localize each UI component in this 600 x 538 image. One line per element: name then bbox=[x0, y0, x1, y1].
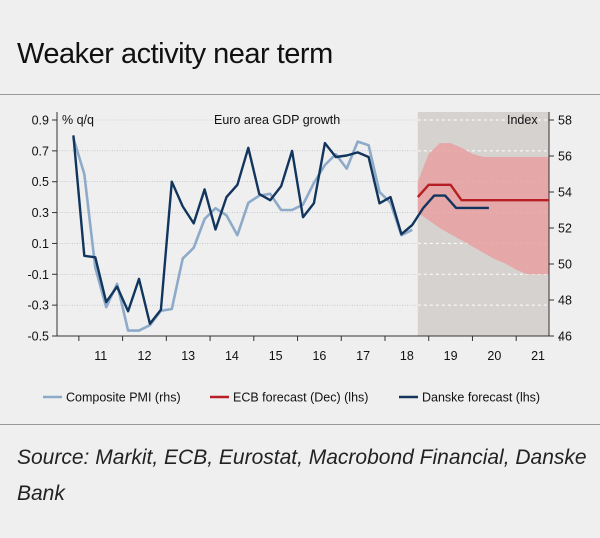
right-tick-label: 58 bbox=[558, 114, 572, 128]
x-tick-label: 20 bbox=[487, 349, 501, 363]
right-tick-label: 52 bbox=[558, 222, 572, 236]
x-tick-label: 15 bbox=[269, 349, 283, 363]
danske-forecast-line bbox=[72, 135, 489, 325]
x-tick-label: 13 bbox=[181, 349, 195, 363]
left-axis-label: % q/q bbox=[62, 113, 94, 127]
x-tick-label: 12 bbox=[138, 349, 152, 363]
right-axis-label: Index bbox=[507, 113, 538, 127]
x-tick-label: 18 bbox=[400, 349, 414, 363]
x-tick-label: 17 bbox=[356, 349, 370, 363]
legend-label-danske: Danske forecast (lhs) bbox=[422, 391, 540, 405]
composite-pmi-line bbox=[72, 137, 413, 332]
left-tick-label: 0.3 bbox=[32, 206, 49, 220]
right-tick-label: 54 bbox=[558, 186, 572, 200]
right-tick-label: 50 bbox=[558, 258, 572, 272]
x-tick-label: 16 bbox=[312, 349, 326, 363]
left-tick-label: 0.7 bbox=[32, 144, 49, 158]
legend-label-pmi: Composite PMI (rhs) bbox=[66, 391, 181, 405]
source-divider bbox=[0, 424, 600, 425]
left-tick-label: -0.5 bbox=[27, 330, 49, 344]
ecb-forecast-line bbox=[416, 183, 549, 202]
left-tick-label: -0.3 bbox=[27, 299, 49, 313]
chart-title: Euro area GDP growth bbox=[214, 113, 340, 127]
x-tick-label: 21 bbox=[531, 349, 545, 363]
source-note: Source: Markit, ECB, Eurostat, Macrobond… bbox=[17, 446, 587, 505]
left-tick-label: 0.5 bbox=[32, 175, 49, 189]
left-tick-label: 0.9 bbox=[32, 114, 49, 128]
gdp-chart: 0.9 0.7 0.5 0.3 0.1 -0.1 -0.3 -0.5 58 56 54 52 50 48… bbox=[27, 112, 572, 405]
left-tick-label: -0.1 bbox=[27, 268, 49, 282]
legend-label-ecb: ECB forecast (Dec) (lhs) bbox=[233, 391, 368, 405]
x-tick-label: 14 bbox=[225, 349, 239, 363]
chart-area: 0.9 0.7 0.5 0.3 0.1 -0.1 -0.3 -0.5 58 56 54 52 50 48… bbox=[0, 98, 600, 420]
right-tick-label: 46 bbox=[558, 330, 572, 344]
right-tick-label: 48 bbox=[558, 294, 572, 308]
right-tick-label: 56 bbox=[558, 150, 572, 164]
title-divider bbox=[0, 94, 600, 95]
legend: Composite PMI (rhs) ECB forecast (Dec) (… bbox=[43, 391, 540, 405]
page-title: Weaker activity near term bbox=[17, 38, 333, 70]
x-axis-ticks: 11 12 13 14 15 16 17 18 19 20 21 bbox=[78, 336, 561, 363]
left-axis-ticks: 0.9 0.7 0.5 0.3 0.1 -0.1 -0.3 -0.5 bbox=[27, 114, 57, 344]
right-axis-ticks: 58 56 54 52 50 48 46 bbox=[549, 114, 572, 344]
x-tick-label: 19 bbox=[444, 349, 458, 363]
left-tick-label: 0.1 bbox=[32, 237, 49, 251]
x-tick-label: 11 bbox=[94, 349, 107, 363]
series-lines bbox=[72, 135, 549, 332]
